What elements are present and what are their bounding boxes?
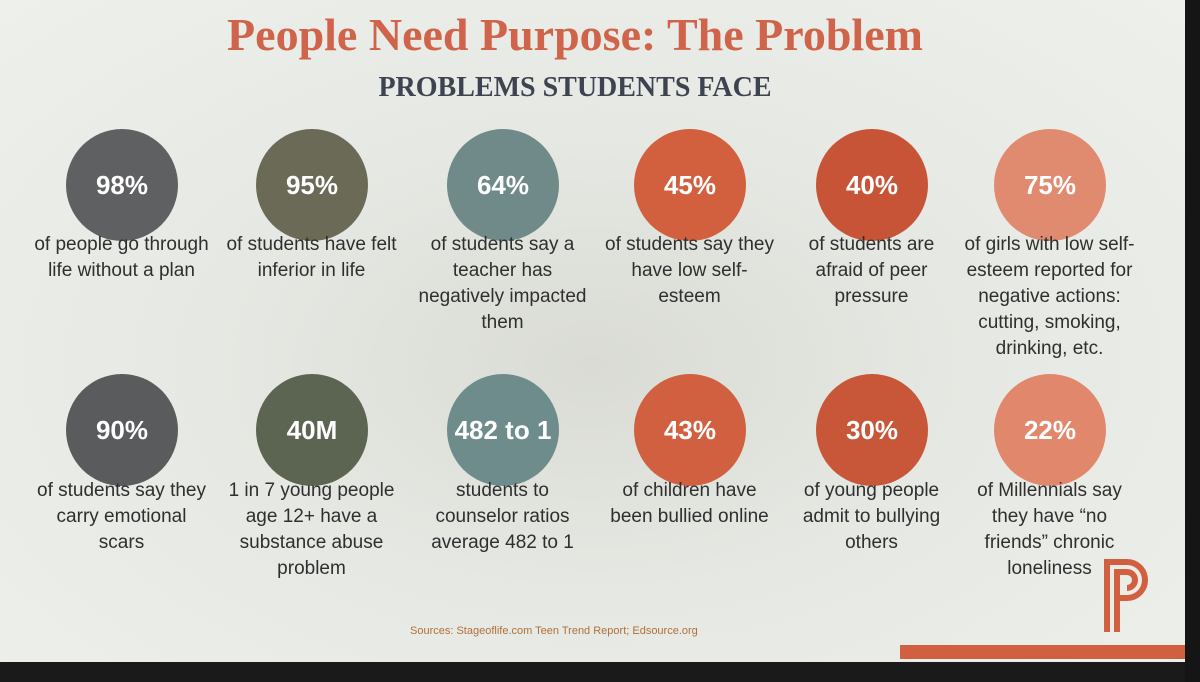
stat-value: 64% xyxy=(447,129,559,241)
sources: Sources: Stageoflife.com Teen Trend Repo… xyxy=(410,625,698,637)
accent-bar xyxy=(900,645,1185,659)
stat-value: 90% xyxy=(66,374,178,486)
frame xyxy=(1185,0,1200,682)
stat-value: 98% xyxy=(66,129,178,241)
stat-caption: of people go through life without a plan xyxy=(34,234,209,281)
stat-value: 75% xyxy=(994,129,1106,241)
stat-caption: of students say they carry emotional sca… xyxy=(37,480,206,553)
stat-value: 40M xyxy=(256,374,368,486)
stat-caption: of students have felt inferior in life xyxy=(226,234,397,281)
stat-value: 22% xyxy=(994,374,1106,486)
stat-caption: of students are afraid of peer pressure xyxy=(808,234,935,307)
stat-caption: of girls with low self-esteem reported f… xyxy=(964,234,1135,359)
stat-caption: of young people admit to bullying others xyxy=(802,480,941,553)
stat-value: 43% xyxy=(634,374,746,486)
stat-caption: of Millennials say they have “no friends… xyxy=(977,480,1122,579)
stat-caption: 1 in 7 young people age 12+ have a subst… xyxy=(228,480,395,579)
title: People Need Purpose: The Problem xyxy=(227,9,923,60)
stat-caption: of children have been bullied online xyxy=(610,480,769,527)
logo xyxy=(1104,559,1148,632)
stat-caption: students to counselor ratios average 482… xyxy=(431,480,574,553)
stat-caption: of students say they have low self-estee… xyxy=(605,234,774,307)
stat-value: 45% xyxy=(634,129,746,241)
stat-value: 40% xyxy=(816,129,928,241)
subtitle: PROBLEMS STUDENTS FACE xyxy=(378,72,772,103)
stat-value: 30% xyxy=(816,374,928,486)
stat-value: 95% xyxy=(256,129,368,241)
slide: People Need Purpose: The Problem PROBLEM… xyxy=(0,0,1185,662)
stat-caption: of students say a teacher has negatively… xyxy=(418,234,587,333)
stat-value: 482 to 1 xyxy=(447,374,559,486)
